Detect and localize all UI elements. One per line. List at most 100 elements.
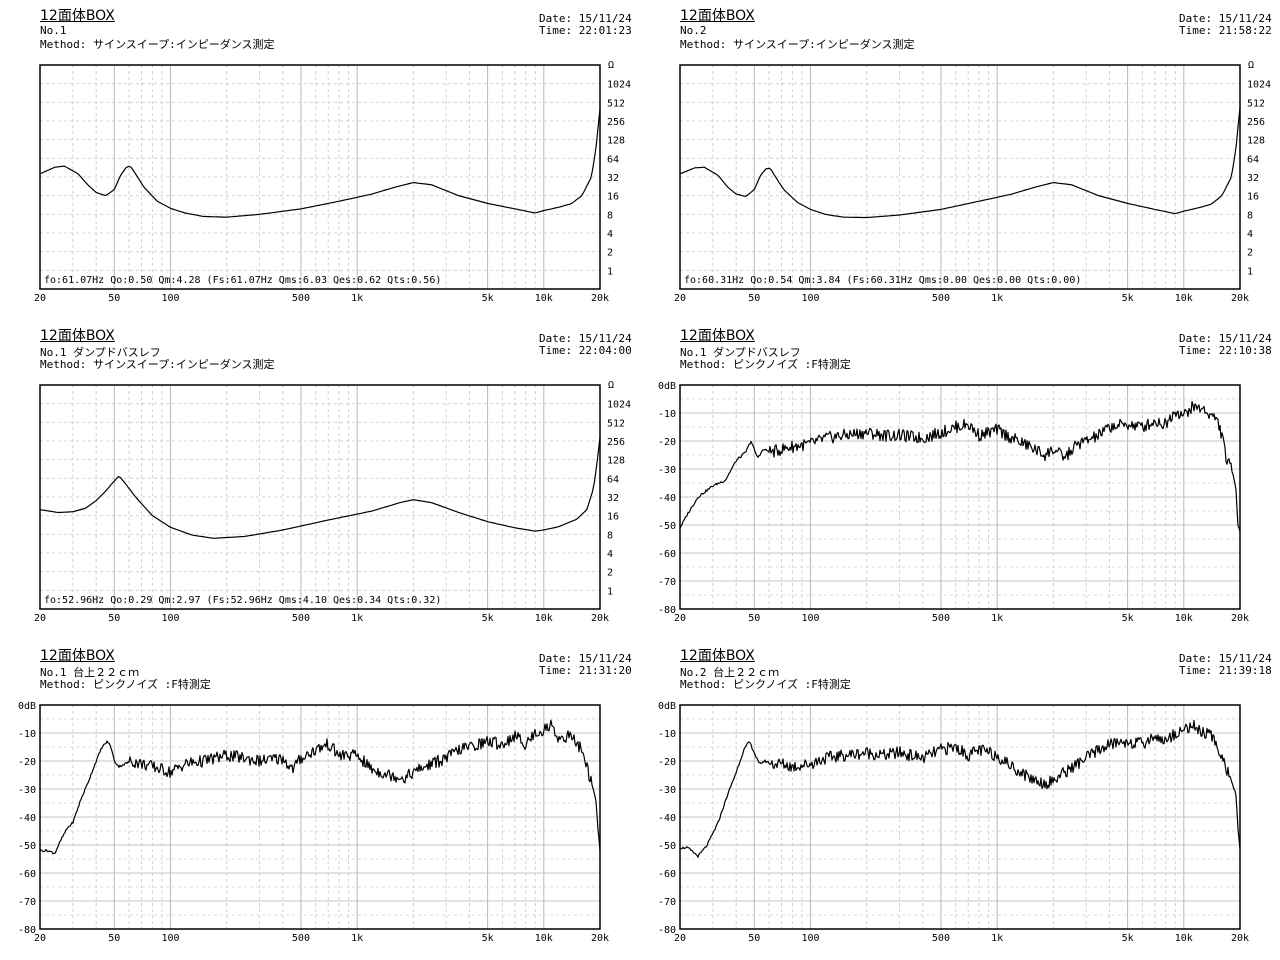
fit-parameters: fo:61.07Hz Qo:0.50 Qm:4.28 (Fs:61.07Hz Q… (44, 275, 441, 286)
y-tick-label: 16 (607, 192, 619, 203)
date-label: Date: 15/11/24 (539, 652, 632, 665)
y-tick-label: 8 (1247, 210, 1253, 221)
plot-frame (679, 704, 1241, 930)
date-label: Date: 15/11/24 (1179, 332, 1272, 345)
method-label: Method: ピンクノイズ :F特測定 (680, 358, 851, 371)
plot-frame (39, 704, 601, 930)
y-tick-label: -70 (658, 897, 676, 908)
y-tick-label: -20 (18, 757, 36, 768)
fit-parameters: fo:52.96Hz Qo:0.29 Qm:2.97 (Fs:52.96Hz Q… (44, 595, 441, 606)
x-tick-label: 5k (482, 613, 494, 624)
x-tick-label: 100 (161, 613, 179, 624)
y-tick-label: 128 (1247, 136, 1265, 147)
x-tick-label: 20k (591, 293, 609, 304)
x-tick-label: 20 (674, 613, 686, 624)
y-unit-label: Ω (608, 380, 614, 391)
date-label: Date: 15/11/24 (539, 332, 632, 345)
x-tick-label: 100 (801, 933, 819, 944)
y-tick-label: 512 (607, 418, 625, 429)
date-label: Date: 15/11/24 (1179, 12, 1272, 25)
plot-frame (39, 384, 601, 610)
x-tick-label: 5k (482, 933, 494, 944)
y-tick-label: -30 (658, 465, 676, 476)
x-tick-label: 50 (108, 613, 120, 624)
date-label: Date: 15/11/24 (1179, 652, 1272, 665)
chart-title: 12面体BOX (680, 8, 755, 24)
x-tick-label: 20k (1231, 933, 1249, 944)
x-tick-label: 20 (34, 613, 46, 624)
y-tick-label: 128 (607, 136, 625, 147)
y-tick-label: 256 (607, 437, 625, 448)
chart-panel-2: 12面体BOX No.2 Method: サインスイープ:インピーダンス測定 D… (640, 0, 1280, 320)
grid (40, 705, 600, 929)
method-label: Method: サインスイープ:インピーダンス測定 (40, 38, 275, 51)
x-tick-label: 5k (1122, 293, 1134, 304)
x-tick-label: 20k (591, 613, 609, 624)
y-tick-label: 1024 (1247, 80, 1271, 91)
method-label: Method: サインスイープ:インピーダンス測定 (40, 358, 275, 371)
y-tick-label: 256 (607, 117, 625, 128)
y-tick-label: 0dB (658, 381, 676, 392)
y-tick-label: 512 (1247, 98, 1265, 109)
y-tick-label: -40 (658, 813, 676, 824)
y-tick-label: -20 (658, 437, 676, 448)
chart-panel-6: 12面体BOX No.2 台上２２ｃｍ Method: ピンクノイズ :F特測定… (640, 640, 1280, 960)
sample-label: No.1 (40, 24, 67, 37)
y-unit-label: Ω (608, 60, 614, 71)
x-tick-label: 5k (1122, 933, 1134, 944)
y-tick-label: 0dB (658, 701, 676, 712)
method-label: Method: ピンクノイズ :F特測定 (40, 678, 211, 691)
x-tick-label: 1k (351, 933, 363, 944)
y-tick-label: 1024 (607, 80, 631, 91)
time-label: Time: 21:58:22 (1179, 24, 1272, 37)
x-tick-label: 500 (932, 293, 950, 304)
series-line (679, 107, 1241, 219)
y-tick-label: -10 (658, 729, 676, 740)
sample-label: No.2 台上２２ｃｍ (680, 666, 780, 679)
chart-title: 12面体BOX (40, 648, 115, 664)
y-tick-label: -50 (658, 521, 676, 532)
y-tick-label: 512 (607, 98, 625, 109)
x-tick-label: 20 (674, 293, 686, 304)
sample-label: No.1 台上２２ｃｍ (40, 666, 140, 679)
x-tick-label: 10k (535, 293, 553, 304)
y-tick-label: -70 (658, 577, 676, 588)
x-tick-label: 500 (932, 933, 950, 944)
date-label: Date: 15/11/24 (539, 12, 632, 25)
impedance-chart: 20 50 100 500 1k 5k 10k 20k 1 2 4 8 16 32 64 128 256 512 1… (34, 60, 631, 304)
series-line (679, 401, 1241, 532)
sample-label: No.1 ダンプドバスレフ (40, 346, 161, 359)
frequency-response-chart: 20 50 100 500 1k 5k 10k 20k 0dB -10 -20 -30 -40 -50 -6… (18, 701, 609, 944)
chart-panel-5: 12面体BOX No.1 台上２２ｃｍ Method: ピンクノイズ :F特測定… (0, 640, 640, 960)
x-tick-label: 10k (1175, 933, 1193, 944)
impedance-chart: 20 50 100 500 1k 5k 10k 20k 1 2 4 8 16 32 64 128 256 512 1… (674, 60, 1271, 304)
y-tick-label: 64 (607, 474, 619, 485)
plot-frame (39, 64, 601, 290)
chart-panel-4: 12面体BOX No.1 ダンプドバスレフ Method: ピンクノイズ :F特… (640, 320, 1280, 640)
x-tick-label: 20k (591, 933, 609, 944)
time-label: Time: 21:39:18 (1179, 664, 1272, 677)
y-tick-label: 1 (607, 266, 613, 277)
grid (680, 65, 1240, 289)
y-tick-label: -80 (18, 925, 36, 936)
plot-frame (679, 64, 1241, 290)
y-tick-label: 4 (607, 549, 613, 560)
time-label: Time: 21:31:20 (539, 664, 632, 677)
y-tick-label: 64 (607, 154, 619, 165)
impedance-chart: 20 50 100 500 1k 5k 10k 20k 1 2 4 8 16 32 64 128 256 512 1… (34, 380, 631, 624)
y-tick-label: 4 (1247, 229, 1253, 240)
x-tick-label: 1k (351, 293, 363, 304)
y-tick-label: 128 (607, 456, 625, 467)
x-tick-label: 10k (535, 933, 553, 944)
y-tick-label: -70 (18, 897, 36, 908)
x-tick-label: 50 (748, 293, 760, 304)
sample-label: No.2 (680, 24, 707, 37)
x-tick-label: 20 (34, 933, 46, 944)
chart-panel-1: 12面体BOX No.1 Method: サインスイープ:インピーダンス測定 D… (0, 0, 640, 320)
y-tick-label: 32 (607, 173, 619, 184)
time-label: Time: 22:01:23 (539, 24, 632, 37)
y-tick-label: 8 (607, 210, 613, 221)
fit-parameters: fo:60.31Hz Qo:0.54 Qm:3.84 (Fs:60.31Hz Q… (684, 275, 1081, 286)
y-tick-label: 256 (1247, 117, 1265, 128)
y-tick-label: -40 (18, 813, 36, 824)
